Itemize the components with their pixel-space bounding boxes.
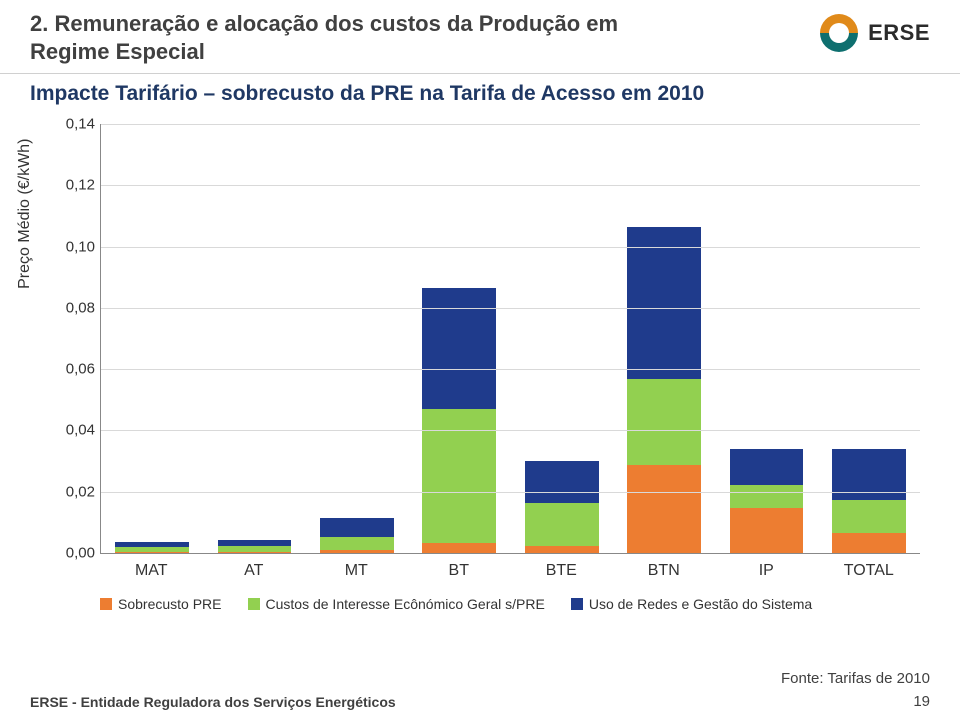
- grid-line: [101, 185, 920, 186]
- bar-IP: [730, 342, 804, 553]
- legend-swatch: [100, 598, 112, 610]
- grid-line: [101, 492, 920, 493]
- segment-redes: [320, 518, 394, 537]
- segment-sobrecusto_pre: [832, 533, 906, 553]
- legend-swatch: [248, 598, 260, 610]
- segment-ciec: [730, 485, 804, 508]
- segment-redes: [627, 227, 701, 379]
- segment-sobrecusto_pre: [730, 508, 804, 553]
- x-label: TOTAL: [818, 562, 921, 580]
- grid-line: [101, 247, 920, 248]
- footer-left: ERSE - Entidade Reguladora dos Serviços …: [30, 694, 396, 710]
- title-block: 2. Remuneração e alocação dos custos da …: [30, 10, 618, 65]
- legend: Sobrecusto PRE Custos de Interesse Ecônóm…: [100, 596, 920, 612]
- logo-mark: [816, 10, 862, 56]
- legend-swatch: [571, 598, 583, 610]
- x-labels: MATATMTBTBTEBTNIPTOTAL: [100, 562, 920, 580]
- y-tick-label: 0,14: [51, 116, 95, 133]
- bar-AT: [218, 479, 292, 553]
- x-label: IP: [715, 562, 818, 580]
- y-tick-label: 0,06: [51, 361, 95, 378]
- x-label: BTN: [613, 562, 716, 580]
- bar-slot: [203, 124, 305, 553]
- bar-slot: [408, 124, 510, 553]
- grid-line: [101, 124, 920, 125]
- bar-slot: [715, 124, 817, 553]
- segment-sobrecusto_pre: [320, 550, 394, 553]
- segment-ciec: [422, 409, 496, 544]
- chart: Preço Médio (€/kWh) 0,000,020,040,060,08…: [30, 114, 930, 614]
- bars-container: [101, 124, 920, 553]
- bar-BTE: [525, 354, 599, 553]
- header: 2. Remuneração e alocação dos custos da …: [0, 0, 960, 69]
- segment-sobrecusto_pre: [218, 552, 292, 553]
- x-label: AT: [203, 562, 306, 580]
- legend-item: Sobrecusto PRE: [100, 596, 222, 612]
- segment-ciec: [627, 379, 701, 464]
- footer-right: Fonte: Tarifas de 2010 19: [781, 670, 930, 710]
- title-l2: Regime Especial: [30, 39, 205, 64]
- segment-ciec: [320, 537, 394, 550]
- segment-sobrecusto_pre: [422, 543, 496, 553]
- legend-item: Uso de Redes e Gestão do Sistema: [571, 596, 812, 612]
- y-tick-label: 0,08: [51, 299, 95, 316]
- segment-sobrecusto_pre: [525, 546, 599, 553]
- bar-slot: [101, 124, 203, 553]
- page-number: 19: [781, 693, 930, 710]
- segment-sobrecusto_pre: [627, 465, 701, 553]
- page-title: 2. Remuneração e alocação dos custos da …: [30, 10, 618, 65]
- divider: [0, 73, 960, 74]
- plot-area: 0,000,020,040,060,080,100,120,14: [100, 124, 920, 554]
- title-l1: 2. Remuneração e alocação dos custos da …: [30, 11, 618, 36]
- legend-label: Uso de Redes e Gestão do Sistema: [589, 596, 812, 612]
- logo-icon: [816, 10, 862, 56]
- y-tick-label: 0,04: [51, 422, 95, 439]
- x-label: BTE: [510, 562, 613, 580]
- grid-line: [101, 369, 920, 370]
- logo: ERSE: [816, 10, 930, 56]
- subtitle: Impacte Tarifário – sobrecusto da PRE na…: [0, 82, 960, 106]
- legend-label: Sobrecusto PRE: [118, 596, 222, 612]
- y-tick-label: 0,02: [51, 483, 95, 500]
- y-axis-label: Preço Médio (€/kWh): [16, 139, 34, 289]
- y-tick-label: 0,12: [51, 177, 95, 194]
- grid-line: [101, 430, 920, 431]
- x-label: MAT: [100, 562, 203, 580]
- legend-item: Custos de Interesse Ecônómico Geral s/PR…: [248, 596, 545, 612]
- bar-slot: [818, 124, 920, 553]
- segment-redes: [525, 461, 599, 504]
- segment-ciec: [832, 500, 906, 533]
- bar-TOTAL: [832, 342, 906, 553]
- bar-MAT: [115, 486, 189, 553]
- bar-BTN: [627, 179, 701, 553]
- legend-label: Custos de Interesse Ecônómico Geral s/PR…: [266, 596, 545, 612]
- footer: ERSE - Entidade Reguladora dos Serviços …: [0, 670, 960, 710]
- y-tick-label: 0,00: [51, 545, 95, 562]
- source-text: Fonte: Tarifas de 2010: [781, 670, 930, 687]
- x-label: MT: [305, 562, 408, 580]
- logo-text: ERSE: [868, 20, 930, 46]
- segment-redes: [730, 449, 804, 485]
- bar-BT: [422, 216, 496, 553]
- segment-ciec: [525, 503, 599, 546]
- grid-line: [101, 308, 920, 309]
- segment-redes: [422, 288, 496, 408]
- y-tick-label: 0,10: [51, 238, 95, 255]
- x-label: BT: [408, 562, 511, 580]
- segment-sobrecusto_pre: [115, 552, 189, 553]
- bar-slot: [613, 124, 715, 553]
- bar-slot: [306, 124, 408, 553]
- bar-slot: [511, 124, 613, 553]
